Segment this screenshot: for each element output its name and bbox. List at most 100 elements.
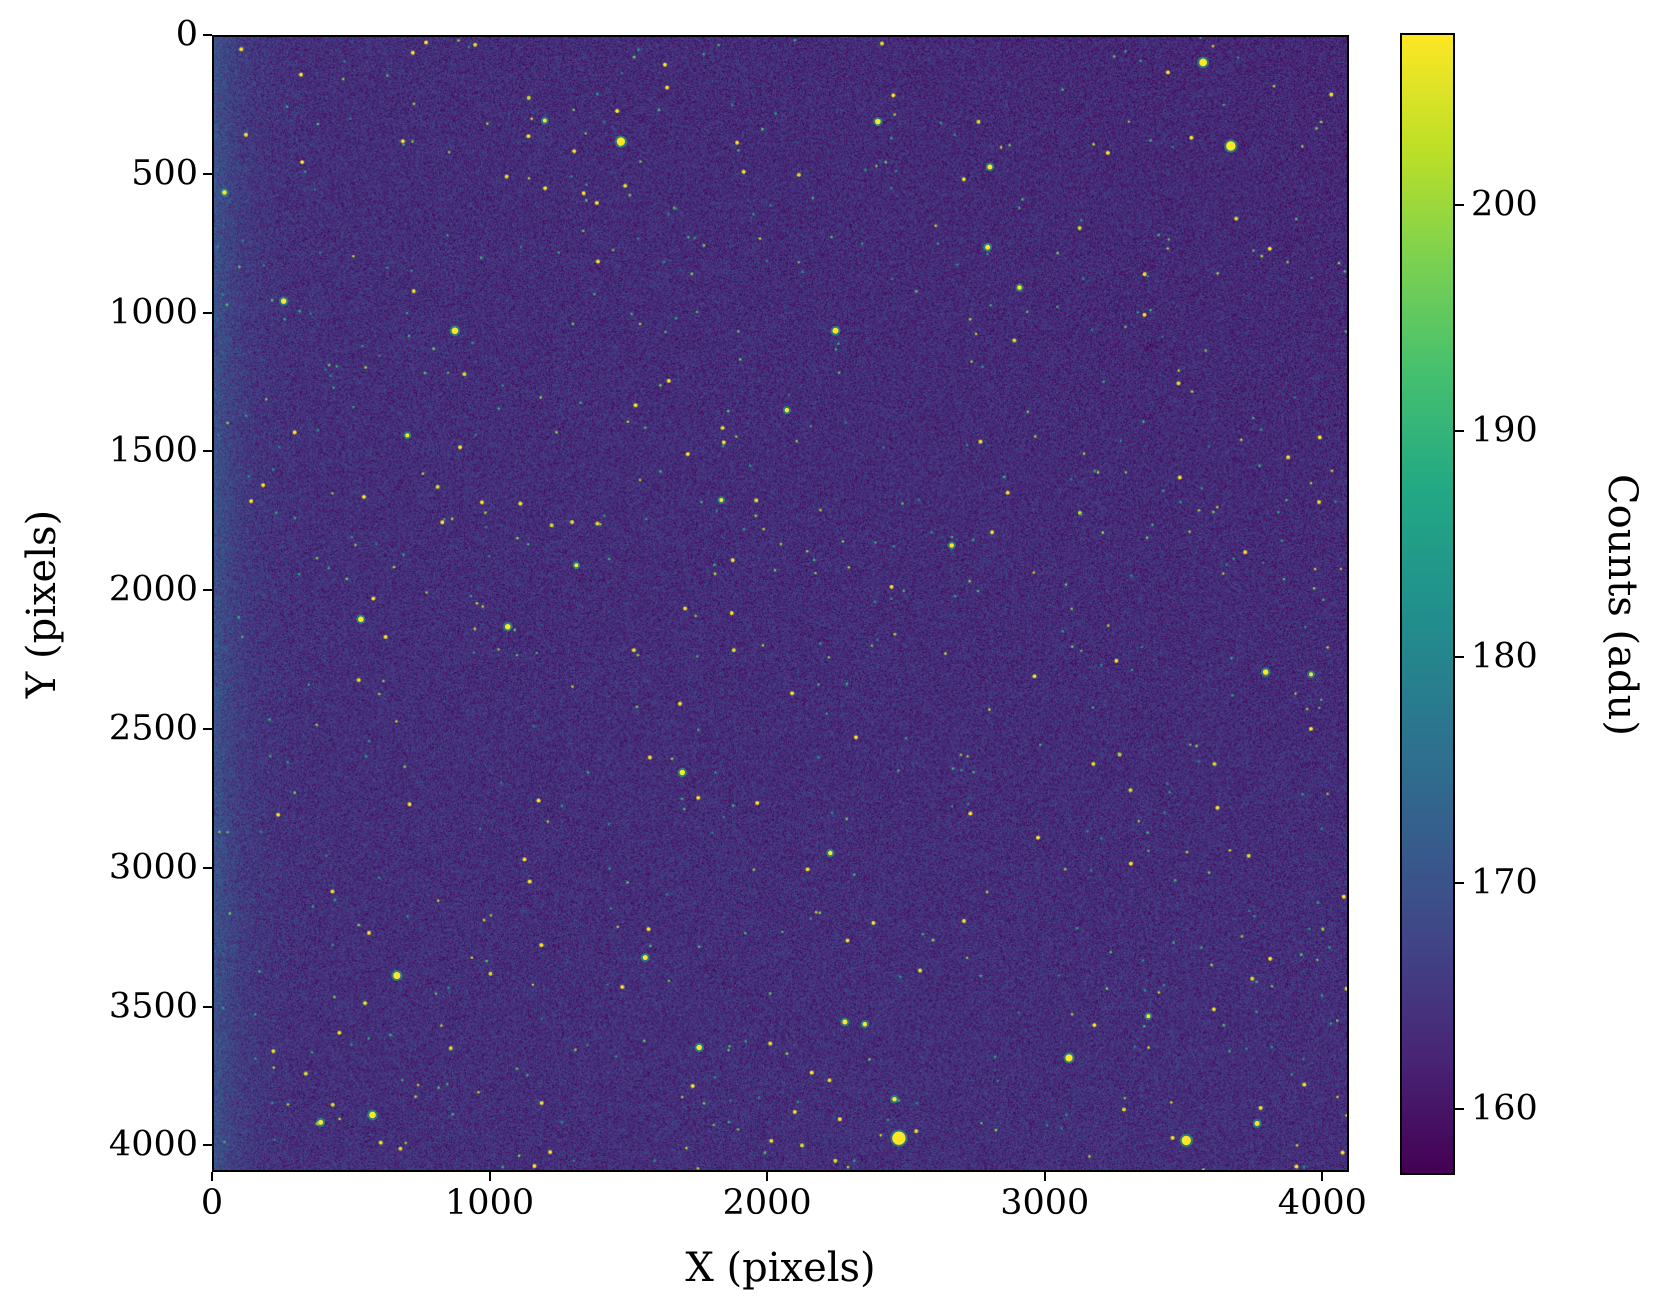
bright-source [694, 1042, 704, 1053]
bright-source [947, 541, 956, 550]
bright-source [367, 1109, 378, 1121]
y-tick-label: 500 [131, 153, 198, 194]
colorbar-tick-label: 160 [1471, 1088, 1538, 1129]
bright-source [860, 1020, 870, 1029]
source-core [1181, 1135, 1191, 1146]
x-tick-mark [1321, 1172, 1324, 1181]
bright-source [356, 614, 366, 625]
y-tick-label: 2500 [108, 708, 198, 749]
source-core [1065, 1054, 1073, 1062]
bright-source [449, 325, 461, 337]
y-tick-label: 1000 [108, 292, 198, 333]
bright-source [316, 1117, 326, 1127]
bright-source [1260, 667, 1271, 677]
y-tick-mark [203, 172, 212, 175]
y-tick-mark [203, 34, 212, 36]
source-core [719, 498, 724, 502]
source-core [987, 164, 993, 170]
source-core [504, 623, 511, 630]
source-core [1262, 669, 1269, 675]
bright-source [826, 848, 835, 858]
source-core [616, 137, 626, 146]
x-tick-label: 0 [200, 1183, 224, 1223]
source-core [280, 298, 287, 304]
y-tick-label: 3000 [108, 847, 198, 888]
bright-source [890, 1094, 899, 1104]
source-core [842, 1019, 848, 1025]
source-core [222, 190, 227, 195]
source-core [1199, 58, 1208, 67]
y-tick-mark [203, 450, 212, 453]
source-core [985, 244, 991, 250]
source-core [542, 118, 547, 123]
source-core [832, 327, 839, 334]
bright-source [1307, 670, 1315, 679]
x-tick-label: 3000 [1000, 1183, 1090, 1223]
bright-source [403, 431, 412, 440]
source-core [393, 971, 401, 980]
y-tick-label: 1500 [108, 430, 198, 471]
y-tick-mark [203, 311, 212, 314]
x-tick-mark [211, 1172, 213, 1181]
bright-source [830, 325, 841, 336]
source-core [369, 1111, 376, 1119]
source-core [1146, 1014, 1151, 1019]
bright-source [640, 953, 650, 963]
source-core [679, 769, 686, 776]
x-tick-mark [766, 1172, 769, 1181]
sky-image-background [214, 37, 1347, 1170]
source-core [892, 1131, 906, 1145]
bright-source [890, 1129, 908, 1147]
y-tick-label: 4000 [108, 1124, 198, 1165]
bright-source [1144, 1012, 1153, 1021]
bright-source [1015, 283, 1024, 292]
source-core [862, 1022, 868, 1027]
colorbar-tick-mark [1455, 430, 1464, 432]
colorbar-tick-mark [1455, 882, 1464, 885]
source-core [875, 118, 881, 125]
source-core [1309, 672, 1313, 677]
bright-source [873, 116, 883, 127]
source-core [784, 407, 790, 413]
y-tick-mark [203, 589, 212, 592]
bright-source [391, 969, 403, 982]
bright-source [540, 116, 549, 125]
bright-source [983, 242, 993, 252]
source-core [574, 563, 579, 568]
source-core [696, 1044, 702, 1051]
colorbar-tick-label: 180 [1471, 636, 1538, 677]
x-tick-label: 2000 [722, 1183, 812, 1223]
source-core [828, 850, 833, 856]
source-core [949, 543, 954, 548]
source-core [405, 433, 410, 438]
y-tick-label: 2000 [108, 569, 198, 610]
bright-source [840, 1017, 850, 1027]
source-core [1017, 285, 1022, 290]
bright-source [1252, 1119, 1262, 1129]
bright-source [503, 621, 513, 632]
x-tick-label: 4000 [1277, 1183, 1367, 1223]
source-core [451, 327, 459, 335]
bright-source [1197, 56, 1210, 69]
source-core [892, 1096, 897, 1102]
colorbar-tick-mark [1455, 203, 1464, 206]
colorbar-tick-mark [1455, 656, 1464, 659]
colorbar-tick-mark [1455, 1108, 1464, 1111]
source-core [1226, 141, 1236, 151]
x-tick-mark [488, 1172, 491, 1181]
bright-source [717, 496, 726, 504]
bright-source [220, 188, 229, 197]
colorbar-label: Counts (adu) [1599, 474, 1645, 736]
source-core [642, 955, 648, 961]
colorbar-tick-label: 170 [1471, 862, 1538, 903]
x-tick-mark [1043, 1172, 1046, 1181]
colorbar-tick-label: 200 [1471, 184, 1538, 225]
y-tick-label: 0 [175, 14, 198, 55]
colorbar-tick-label: 190 [1471, 410, 1538, 451]
source-core [1254, 1121, 1260, 1127]
bright-source [985, 162, 995, 172]
bright-source [1063, 1052, 1075, 1064]
bright-sources-layer [220, 56, 1315, 1148]
source-core [358, 616, 364, 623]
bright-source [614, 135, 628, 148]
